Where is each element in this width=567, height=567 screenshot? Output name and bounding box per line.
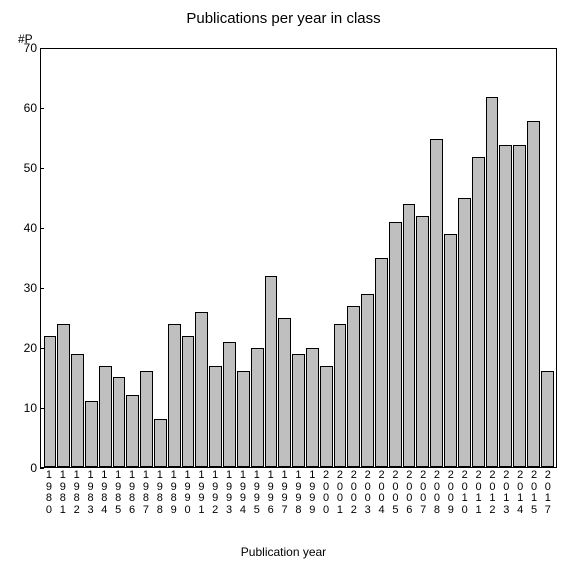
bar	[265, 276, 278, 467]
bar	[223, 342, 236, 467]
bar	[375, 258, 388, 467]
x-tick-label: 2007	[416, 470, 430, 516]
bar	[347, 306, 360, 467]
x-tick-label: 1986	[125, 470, 139, 516]
x-tick-label: 1992	[208, 470, 222, 516]
x-tick-label: 1997	[278, 470, 292, 516]
x-tick-label: 2012	[486, 470, 500, 516]
x-axis-label: Publication year	[0, 545, 567, 559]
bar	[292, 354, 305, 467]
bar	[251, 348, 264, 467]
bar	[278, 318, 291, 467]
x-tick-label: 1990	[181, 470, 195, 516]
x-tick-label: 2013	[499, 470, 513, 516]
plot-area	[40, 48, 557, 468]
bar	[126, 395, 139, 467]
x-tick-label: 2011	[472, 470, 486, 516]
x-tick-label: 1993	[222, 470, 236, 516]
x-tick-label: 2009	[444, 470, 458, 516]
bar	[99, 366, 112, 468]
x-tick-label: 2014	[513, 470, 527, 516]
x-tick-label: 1998	[291, 470, 305, 516]
bar	[416, 216, 429, 467]
y-tick-label: 0	[12, 461, 37, 475]
y-tick-label: 60	[12, 101, 37, 115]
bar	[320, 366, 333, 468]
x-tick-label: 1981	[56, 470, 70, 516]
x-tick-label: 1988	[153, 470, 167, 516]
chart-title: Publications per year in class	[0, 10, 567, 27]
bar	[209, 366, 222, 468]
x-tick-label: 1999	[305, 470, 319, 516]
x-tick-label: 1994	[236, 470, 250, 516]
bar	[513, 145, 526, 467]
x-tick-label: 1987	[139, 470, 153, 516]
bars-group	[41, 49, 556, 467]
x-tick-label: 2001	[333, 470, 347, 516]
bar	[71, 354, 84, 467]
x-tick-label: 1991	[194, 470, 208, 516]
y-tick-label: 10	[12, 401, 37, 415]
x-tick-label: 1996	[264, 470, 278, 516]
x-ticks: 1980198119821983198419851986198719881989…	[40, 470, 557, 516]
x-tick-label: 2003	[361, 470, 375, 516]
bar	[237, 371, 250, 467]
bar	[182, 336, 195, 467]
chart-container: Publications per year in class #P 010203…	[0, 0, 567, 567]
bar	[499, 145, 512, 467]
bar	[527, 121, 540, 467]
bar	[306, 348, 319, 467]
y-tick-label: 30	[12, 281, 37, 295]
x-tick-label: 1983	[84, 470, 98, 516]
x-tick-label: 2015	[527, 470, 541, 516]
x-tick-label: 2010	[458, 470, 472, 516]
bar	[195, 312, 208, 467]
y-tick-label: 50	[12, 161, 37, 175]
bar	[154, 419, 167, 467]
bar	[168, 324, 181, 467]
bar	[444, 234, 457, 467]
x-tick-label: 2002	[347, 470, 361, 516]
x-tick-label: 1989	[167, 470, 181, 516]
bar	[430, 139, 443, 467]
bar	[361, 294, 374, 467]
bar	[85, 401, 98, 467]
x-tick-label: 2004	[375, 470, 389, 516]
x-tick-label: 1985	[111, 470, 125, 516]
bar	[458, 198, 471, 467]
x-tick-label: 1984	[97, 470, 111, 516]
y-tick-mark	[40, 468, 44, 469]
x-tick-label: 1982	[70, 470, 84, 516]
y-tick-label: 40	[12, 221, 37, 235]
y-tick-label: 20	[12, 341, 37, 355]
x-tick-label: 2006	[402, 470, 416, 516]
x-tick-label: 2005	[388, 470, 402, 516]
bar	[44, 336, 57, 467]
x-tick-label: 1995	[250, 470, 264, 516]
bar	[140, 371, 153, 467]
bar	[541, 371, 554, 467]
bar	[403, 204, 416, 467]
y-tick-label: 70	[12, 41, 37, 55]
bar	[486, 97, 499, 467]
x-tick-label: 2017	[541, 470, 555, 516]
bar	[334, 324, 347, 467]
bar	[472, 157, 485, 468]
x-tick-label: 2000	[319, 470, 333, 516]
x-tick-label: 1980	[42, 470, 56, 516]
x-tick-label: 2008	[430, 470, 444, 516]
bar	[113, 377, 126, 467]
bar	[57, 324, 70, 467]
bar	[389, 222, 402, 467]
